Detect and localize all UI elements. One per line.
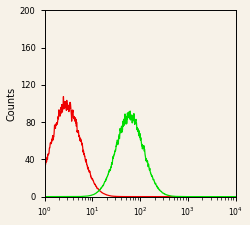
Y-axis label: Counts: Counts <box>7 86 17 121</box>
